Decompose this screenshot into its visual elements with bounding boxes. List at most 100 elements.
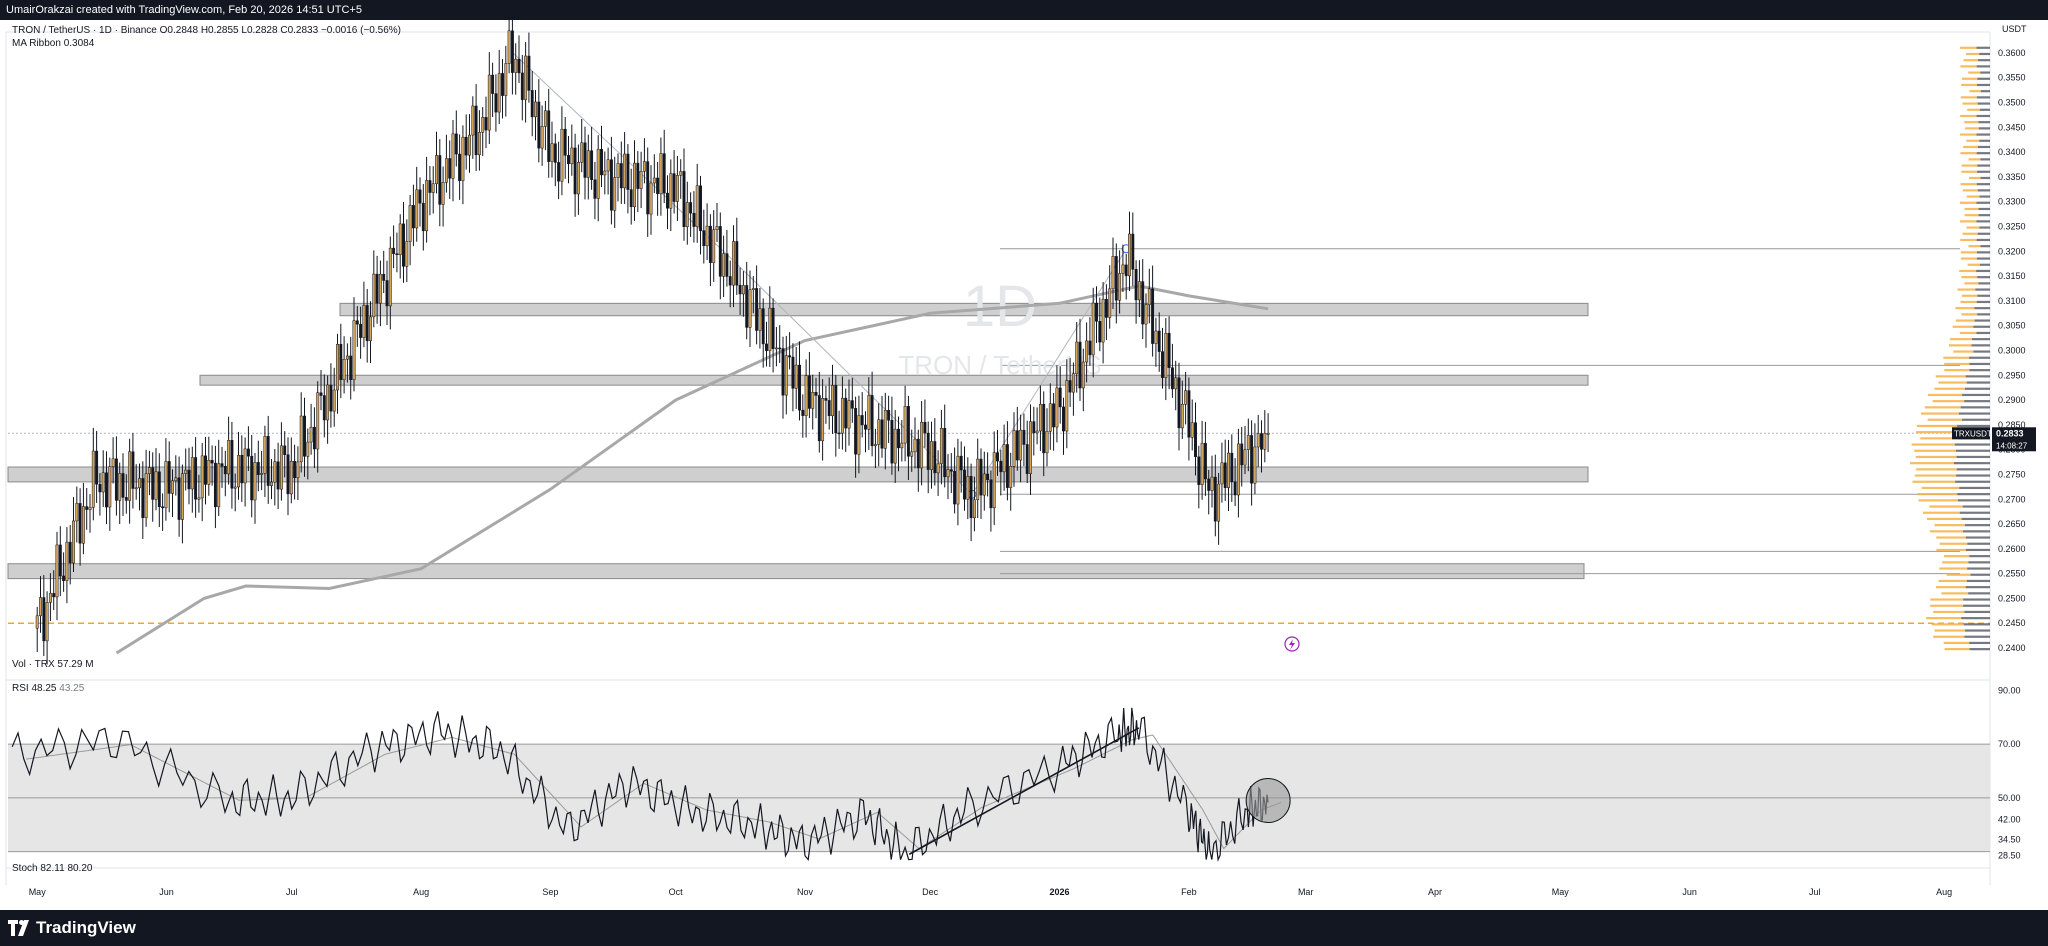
candle-body[interactable] bbox=[1012, 430, 1016, 467]
candle-body[interactable] bbox=[1124, 264, 1128, 277]
candle-body[interactable] bbox=[227, 440, 231, 475]
candle-body[interactable] bbox=[385, 280, 389, 307]
candle-body[interactable] bbox=[1203, 443, 1207, 480]
candle-body[interactable] bbox=[972, 499, 976, 519]
candle-body[interactable] bbox=[1207, 478, 1211, 491]
candle-body[interactable] bbox=[336, 344, 339, 391]
candle-body[interactable] bbox=[550, 143, 554, 162]
candle-body[interactable] bbox=[435, 155, 438, 185]
candle-body[interactable] bbox=[253, 462, 257, 501]
candle-body[interactable] bbox=[801, 409, 805, 416]
candle-body[interactable] bbox=[642, 161, 646, 172]
candle-body[interactable] bbox=[1243, 449, 1247, 466]
candle-body[interactable] bbox=[1032, 421, 1036, 434]
candle-body[interactable] bbox=[540, 126, 544, 149]
candle-body[interactable] bbox=[501, 73, 504, 96]
candle-body[interactable] bbox=[966, 476, 970, 500]
candle-body[interactable] bbox=[1213, 476, 1217, 522]
candle-body[interactable] bbox=[1052, 403, 1056, 428]
candle-body[interactable] bbox=[669, 173, 673, 209]
candle-body[interactable] bbox=[1104, 298, 1108, 318]
candle-body[interactable] bbox=[590, 150, 594, 180]
candle-body[interactable] bbox=[537, 101, 541, 149]
candle-body[interactable] bbox=[177, 477, 181, 520]
candle-body[interactable] bbox=[586, 150, 590, 178]
candle-body[interactable] bbox=[854, 408, 858, 455]
candle-body[interactable] bbox=[989, 479, 993, 509]
candle-body[interactable] bbox=[728, 276, 732, 286]
candle-body[interactable] bbox=[850, 400, 854, 409]
candle-body[interactable] bbox=[930, 441, 933, 470]
candle-body[interactable] bbox=[834, 385, 838, 434]
candle-body[interactable] bbox=[530, 90, 534, 118]
candle-body[interactable] bbox=[999, 460, 1003, 473]
candle-body[interactable] bbox=[1260, 433, 1263, 450]
candle-body[interactable] bbox=[718, 226, 722, 277]
candle-body[interactable] bbox=[395, 253, 399, 255]
candle-body[interactable] bbox=[184, 469, 188, 474]
candle-body[interactable] bbox=[1098, 321, 1102, 343]
candle-body[interactable] bbox=[1035, 430, 1039, 434]
candle-body[interactable] bbox=[1141, 281, 1145, 325]
candle-body[interactable] bbox=[250, 455, 254, 501]
candle-body[interactable] bbox=[62, 575, 66, 581]
candle-body[interactable] bbox=[378, 273, 382, 304]
candle-body[interactable] bbox=[42, 597, 46, 642]
candle-body[interactable] bbox=[1042, 403, 1046, 454]
candle-body[interactable] bbox=[421, 202, 425, 232]
candle-body[interactable] bbox=[52, 593, 56, 598]
candle-body[interactable] bbox=[986, 473, 990, 481]
candle-body[interactable] bbox=[510, 30, 514, 73]
candle-body[interactable] bbox=[481, 117, 485, 133]
candle-body[interactable] bbox=[788, 355, 792, 358]
candle-body[interactable] bbox=[260, 473, 264, 475]
candle-body[interactable] bbox=[1015, 430, 1019, 461]
candle-body[interactable] bbox=[114, 458, 118, 501]
candle-body[interactable] bbox=[171, 480, 174, 494]
candle-body[interactable] bbox=[613, 177, 617, 211]
candle-body[interactable] bbox=[167, 461, 171, 494]
candle-body[interactable] bbox=[682, 171, 686, 228]
candle-body[interactable] bbox=[837, 432, 841, 435]
candle-body[interactable] bbox=[946, 469, 950, 478]
candle-body[interactable] bbox=[39, 597, 42, 617]
candle-body[interactable] bbox=[715, 226, 719, 230]
candle-body[interactable] bbox=[332, 389, 336, 412]
time-axis[interactable]: May Jun Jul Aug Sep Oct Nov Dec 2026 Feb Mar Apr May… bbox=[29, 887, 1952, 897]
candle-body[interactable] bbox=[72, 520, 75, 564]
candle-body[interactable] bbox=[78, 503, 82, 544]
candle-body[interactable] bbox=[75, 503, 79, 522]
candle-body[interactable] bbox=[870, 395, 874, 447]
candle-body[interactable] bbox=[1144, 304, 1148, 325]
candle-body[interactable] bbox=[672, 173, 676, 202]
candle-body[interactable] bbox=[382, 273, 386, 281]
candle-body[interactable] bbox=[372, 273, 376, 318]
candle-body[interactable] bbox=[557, 162, 561, 182]
candle-body[interactable] bbox=[118, 473, 122, 501]
candle-body[interactable] bbox=[814, 392, 818, 396]
candle-body[interactable] bbox=[712, 229, 716, 263]
candle-body[interactable] bbox=[553, 143, 557, 163]
candle-body[interactable] bbox=[131, 451, 135, 489]
candle-body[interactable] bbox=[1233, 481, 1237, 496]
candle-body[interactable] bbox=[893, 428, 897, 464]
candle-body[interactable] bbox=[567, 155, 570, 165]
candle-body[interactable] bbox=[953, 471, 957, 505]
candle-body[interactable] bbox=[725, 253, 729, 277]
candle-body[interactable] bbox=[1085, 340, 1089, 363]
candle-body[interactable] bbox=[1088, 340, 1092, 356]
candle-body[interactable] bbox=[355, 320, 359, 325]
candle-body[interactable] bbox=[402, 223, 405, 267]
candle-body[interactable] bbox=[194, 457, 198, 500]
candle-body[interactable] bbox=[939, 428, 943, 465]
candle-body[interactable] bbox=[639, 171, 643, 189]
candle-body[interactable] bbox=[1230, 452, 1234, 483]
candle-body[interactable] bbox=[187, 469, 191, 490]
candle-body[interactable] bbox=[811, 392, 815, 409]
candle-body[interactable] bbox=[1250, 435, 1254, 484]
candle-body[interactable] bbox=[144, 473, 148, 518]
candle-body[interactable] bbox=[982, 473, 986, 496]
candle-body[interactable] bbox=[471, 105, 475, 136]
candle-body[interactable] bbox=[900, 442, 904, 449]
candle-body[interactable] bbox=[1161, 351, 1164, 378]
